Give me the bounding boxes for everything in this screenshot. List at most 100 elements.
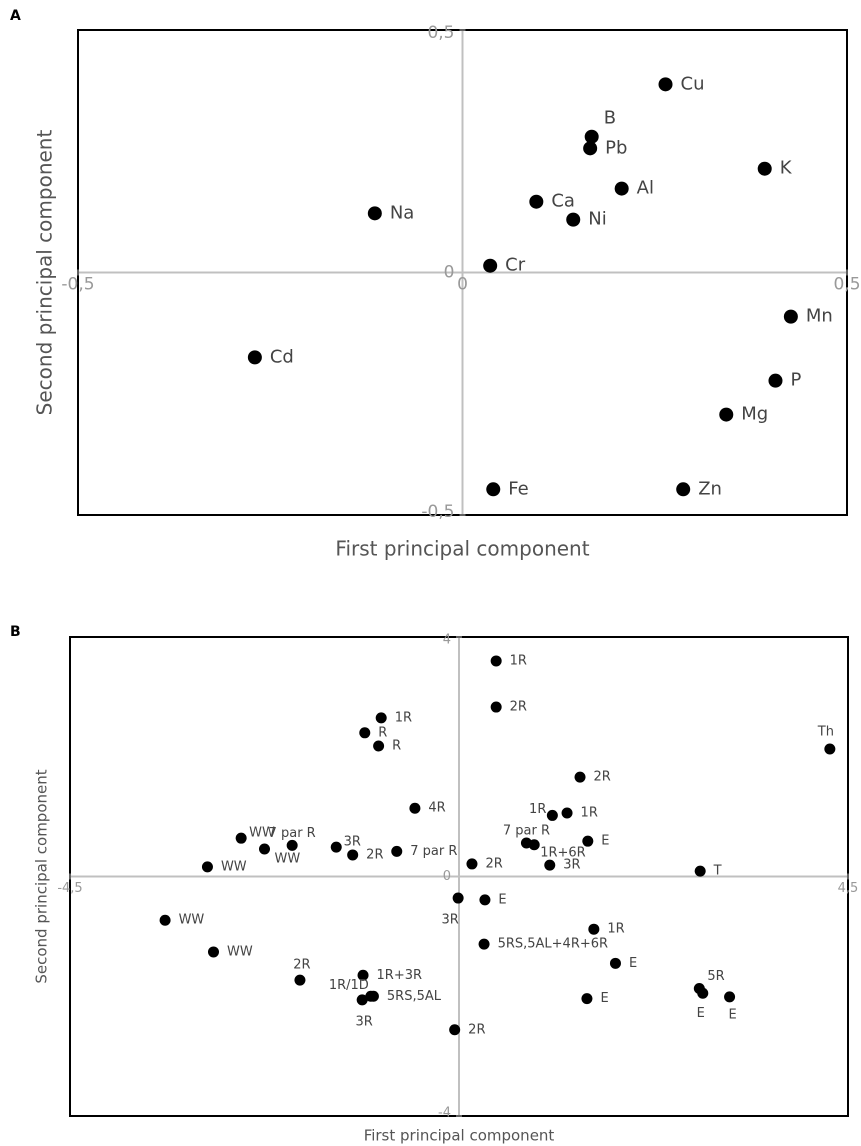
point — [235, 832, 247, 844]
point — [581, 993, 593, 1005]
point — [201, 861, 213, 873]
x-tick-label: 0 — [457, 275, 468, 295]
point-label: 1R+6R — [540, 845, 586, 860]
point-label: Fe — [508, 478, 528, 499]
point-label: E — [498, 892, 506, 907]
point-label: 4R — [428, 801, 445, 816]
point — [544, 859, 556, 871]
point-label: WW — [227, 944, 253, 959]
point-label: 7 par R — [503, 823, 550, 838]
point-label: 2R — [293, 958, 310, 973]
point-label: Pb — [605, 137, 627, 158]
x-tick-label: 4,5 — [838, 881, 859, 896]
point-label: WW — [221, 859, 247, 874]
point-label: WW — [275, 851, 301, 866]
point — [483, 258, 498, 273]
point — [479, 894, 491, 906]
point — [724, 991, 736, 1003]
point-label: R — [392, 738, 401, 753]
point-label: E — [728, 1007, 736, 1022]
point — [286, 839, 298, 851]
point-label: Ca — [551, 191, 575, 212]
point — [375, 712, 387, 724]
point — [486, 482, 501, 497]
point-label: 1R — [529, 802, 546, 817]
point — [259, 843, 270, 855]
point — [452, 892, 464, 904]
point-label: 1R+3R — [377, 968, 423, 983]
point — [719, 407, 734, 422]
point — [367, 206, 382, 221]
point — [357, 969, 369, 981]
x-tick-label: -0,5 — [61, 275, 94, 295]
point-label: 3R — [563, 858, 580, 873]
point-label: Cu — [681, 73, 705, 94]
point-label: 1R — [395, 710, 412, 725]
point-label: 2R — [468, 1022, 485, 1037]
point — [478, 938, 490, 950]
point-label: WW — [249, 826, 275, 841]
point — [561, 807, 573, 819]
point-label: T — [713, 864, 722, 879]
point — [609, 957, 621, 969]
point-label: 7 par R — [410, 844, 457, 859]
panel-label: A — [10, 8, 21, 24]
point-label: 7 par R — [269, 826, 316, 841]
y-axis-label: Second principal component — [33, 769, 51, 983]
point — [449, 1024, 461, 1036]
point-label: E — [601, 834, 609, 849]
point-label: 2R — [366, 847, 383, 862]
point — [546, 809, 558, 821]
point-label: 2R — [485, 856, 502, 871]
point — [528, 839, 540, 851]
point — [367, 990, 379, 1002]
point-label: 1R/1D — [329, 978, 369, 993]
point — [658, 77, 673, 92]
y-axis-label: Second principal component — [33, 130, 57, 416]
point-label: Na — [390, 202, 415, 223]
x-tick-label: -4,5 — [57, 881, 82, 896]
point — [529, 194, 544, 209]
y-tick-label: 0 — [444, 263, 455, 283]
point-label: Al — [637, 178, 654, 199]
point-label: Zn — [698, 478, 722, 499]
point-label: E — [697, 1006, 705, 1021]
point-label: 5RS,5AL+4R+6R — [498, 937, 608, 952]
point — [768, 373, 783, 388]
point — [409, 802, 421, 814]
x-axis-label: First principal component — [364, 1127, 555, 1145]
point — [391, 845, 403, 857]
point-label: 3R — [344, 835, 361, 850]
point — [588, 923, 600, 935]
point-label: B — [604, 108, 616, 129]
point-label: Mn — [806, 306, 833, 327]
point-label: 2R — [594, 770, 611, 785]
point — [247, 350, 262, 365]
point — [783, 309, 798, 324]
y-tick-label: -0,5 — [421, 502, 454, 522]
point — [356, 994, 368, 1006]
y-tick-label: 4 — [443, 633, 451, 648]
point — [490, 701, 502, 713]
point-label: Mg — [741, 404, 768, 425]
point-label: R — [378, 725, 387, 740]
point — [676, 482, 691, 497]
point — [583, 141, 598, 156]
point — [566, 212, 581, 227]
point — [614, 181, 629, 196]
point — [584, 129, 599, 144]
point-label: WW — [179, 913, 205, 928]
point-label: Cr — [505, 255, 526, 276]
point — [207, 946, 219, 958]
point-label: 1R — [607, 922, 624, 937]
point-label: 3R — [441, 913, 458, 928]
point-label: Cd — [270, 346, 294, 367]
point-label: 1R — [510, 653, 527, 668]
point-label: 5RS,5AL — [387, 989, 442, 1004]
point — [330, 841, 342, 853]
point — [697, 987, 709, 999]
point — [294, 974, 306, 986]
point — [466, 858, 478, 870]
point — [359, 727, 371, 739]
